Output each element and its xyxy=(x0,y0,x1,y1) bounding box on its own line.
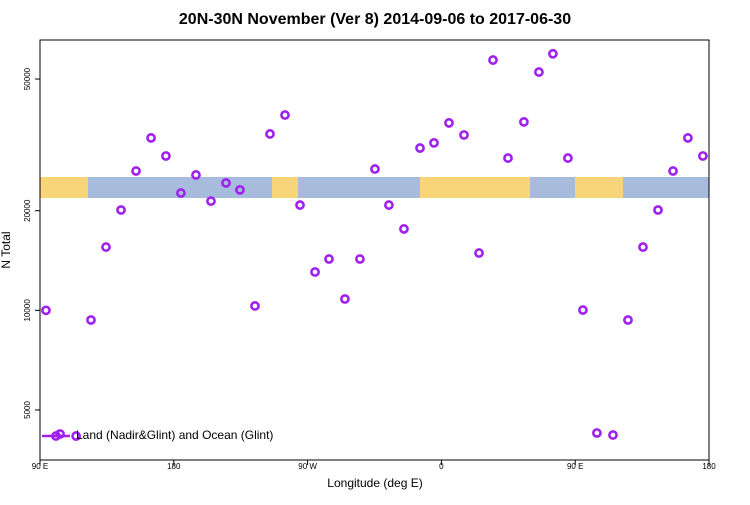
point xyxy=(280,110,290,120)
point xyxy=(488,55,498,65)
point xyxy=(310,267,320,277)
point xyxy=(370,164,380,174)
point xyxy=(191,170,201,180)
x-tick-label: 180 xyxy=(167,462,181,471)
point xyxy=(429,138,439,148)
point xyxy=(668,166,678,176)
x-tick-label: 90 E xyxy=(567,462,583,471)
point xyxy=(519,117,529,127)
point xyxy=(221,178,231,188)
point xyxy=(548,48,558,59)
point xyxy=(384,200,394,210)
x-tick-label: 90 W xyxy=(298,462,317,471)
point xyxy=(592,428,602,438)
point xyxy=(444,118,454,128)
point xyxy=(71,431,82,441)
point xyxy=(459,130,469,140)
x-axis-label: Longitude (deg E) xyxy=(327,476,422,490)
point xyxy=(399,224,409,234)
y-tick-label: 20000 xyxy=(23,199,32,222)
chart-title: 20N-30N November (Ver 8) 2014-09-06 to 2… xyxy=(179,11,571,28)
point xyxy=(698,151,708,161)
y-tick-label: 10000 xyxy=(23,299,32,322)
point xyxy=(623,315,633,325)
map-band xyxy=(40,177,709,198)
point xyxy=(101,242,111,252)
point xyxy=(534,67,544,77)
point xyxy=(578,305,588,315)
x-tick-label: 0 xyxy=(439,462,444,471)
y-tick-label: 5000 xyxy=(23,401,32,419)
point xyxy=(474,248,484,258)
point xyxy=(86,315,96,325)
point xyxy=(682,133,693,143)
x-tick-label: 180 xyxy=(702,462,716,471)
point xyxy=(503,153,513,163)
point xyxy=(161,151,171,161)
point xyxy=(415,143,425,153)
point xyxy=(355,254,365,264)
point xyxy=(638,242,648,252)
point xyxy=(206,196,216,207)
point xyxy=(324,254,334,264)
point xyxy=(235,184,245,195)
point xyxy=(41,305,51,316)
point xyxy=(295,200,305,210)
y-tick-label: 50000 xyxy=(23,67,32,90)
point xyxy=(176,188,186,198)
point xyxy=(265,129,275,139)
x-tick-label: 90 E xyxy=(32,462,48,471)
point xyxy=(250,301,260,311)
y-axis-label: N Total xyxy=(0,231,13,268)
point xyxy=(146,133,156,143)
point xyxy=(608,430,618,440)
point xyxy=(340,294,350,304)
point xyxy=(563,153,573,163)
point xyxy=(131,166,141,176)
legend-marker xyxy=(51,431,61,441)
plot-frame xyxy=(39,39,710,461)
legend-label: Land (Nadir&Glint) and Ocean (Glint) xyxy=(76,428,273,442)
point xyxy=(116,205,126,215)
point xyxy=(653,205,663,215)
